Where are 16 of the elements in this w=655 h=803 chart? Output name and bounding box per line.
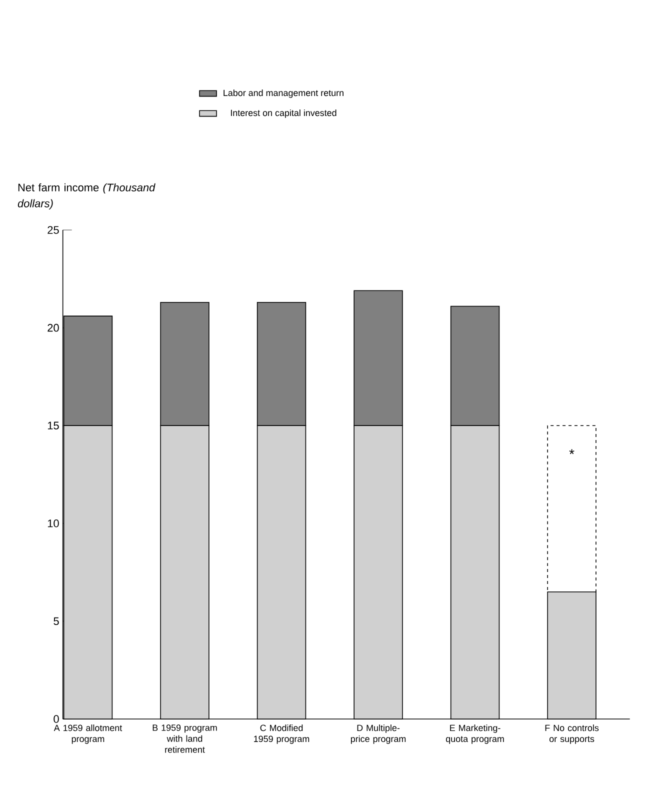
x-tick-label: E Marketing-quota program [446, 724, 504, 744]
annotation: * [569, 449, 574, 454]
y-tick-label: 25 [48, 226, 59, 234]
y-tick-label: 15 [48, 422, 59, 430]
x-tick-label: D Multiple-price program [350, 724, 406, 744]
y-tick-label: 20 [48, 324, 59, 332]
x-tick-label: F No controls or supports [545, 724, 599, 744]
legend-label: Interest on capital invested [230, 109, 336, 118]
y-tick-label: 5 [54, 617, 59, 626]
text: Net farm income (Thousand dollars) [18, 183, 156, 210]
x-tick-label: C Modified 1959 program [254, 724, 310, 744]
y-tick-label: 10 [48, 520, 59, 528]
x-tick-label: B 1959 program with land retirement [152, 724, 217, 753]
legend-label: Labor and management return [224, 89, 344, 98]
y-tick-label: 0 [54, 715, 59, 723]
x-tick-label: A 1959 allotment program [54, 724, 122, 744]
